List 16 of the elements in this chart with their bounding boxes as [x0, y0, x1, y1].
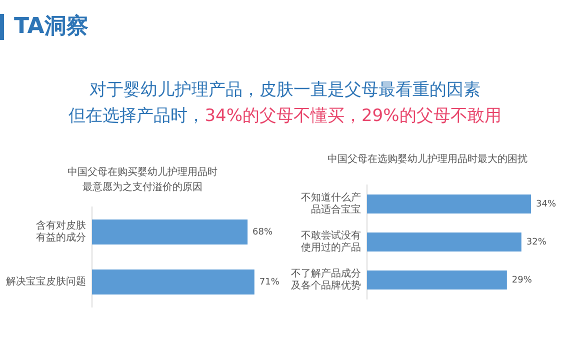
y-tick-label: 含有对皮肤有益的成分	[36, 220, 86, 244]
y-tick-label: 不敢尝试没有使用过的产品	[301, 230, 361, 254]
data-label: 71%	[259, 277, 280, 288]
y-tick-label: 解决宝宝皮肤问题	[6, 276, 86, 288]
data-label: 68%	[252, 227, 273, 238]
text: 对于婴幼儿护理产品，皮肤一直是父母最看重的因素	[88, 79, 482, 101]
y-tick-label: 不了解产品成分及各个品牌优势	[291, 268, 361, 292]
chart-title: 中国父母在选购婴幼儿护理用品时最大的困扰	[326, 152, 528, 167]
text: 34%的父母不懂买，29%的父母不敢用	[204, 106, 502, 126]
chart-title: 中国父母在购买婴幼儿护理用品时最意愿为之支付溢价的原因	[66, 166, 218, 195]
data-label: 32%	[526, 237, 547, 248]
text: 但在选择产品时，	[68, 106, 205, 126]
data-label: 29%	[512, 275, 532, 286]
y-tick-label: 不知道什么产品适合宝宝	[301, 192, 361, 216]
data-label: 34%	[536, 199, 556, 210]
text: TA洞察	[0, 14, 88, 40]
